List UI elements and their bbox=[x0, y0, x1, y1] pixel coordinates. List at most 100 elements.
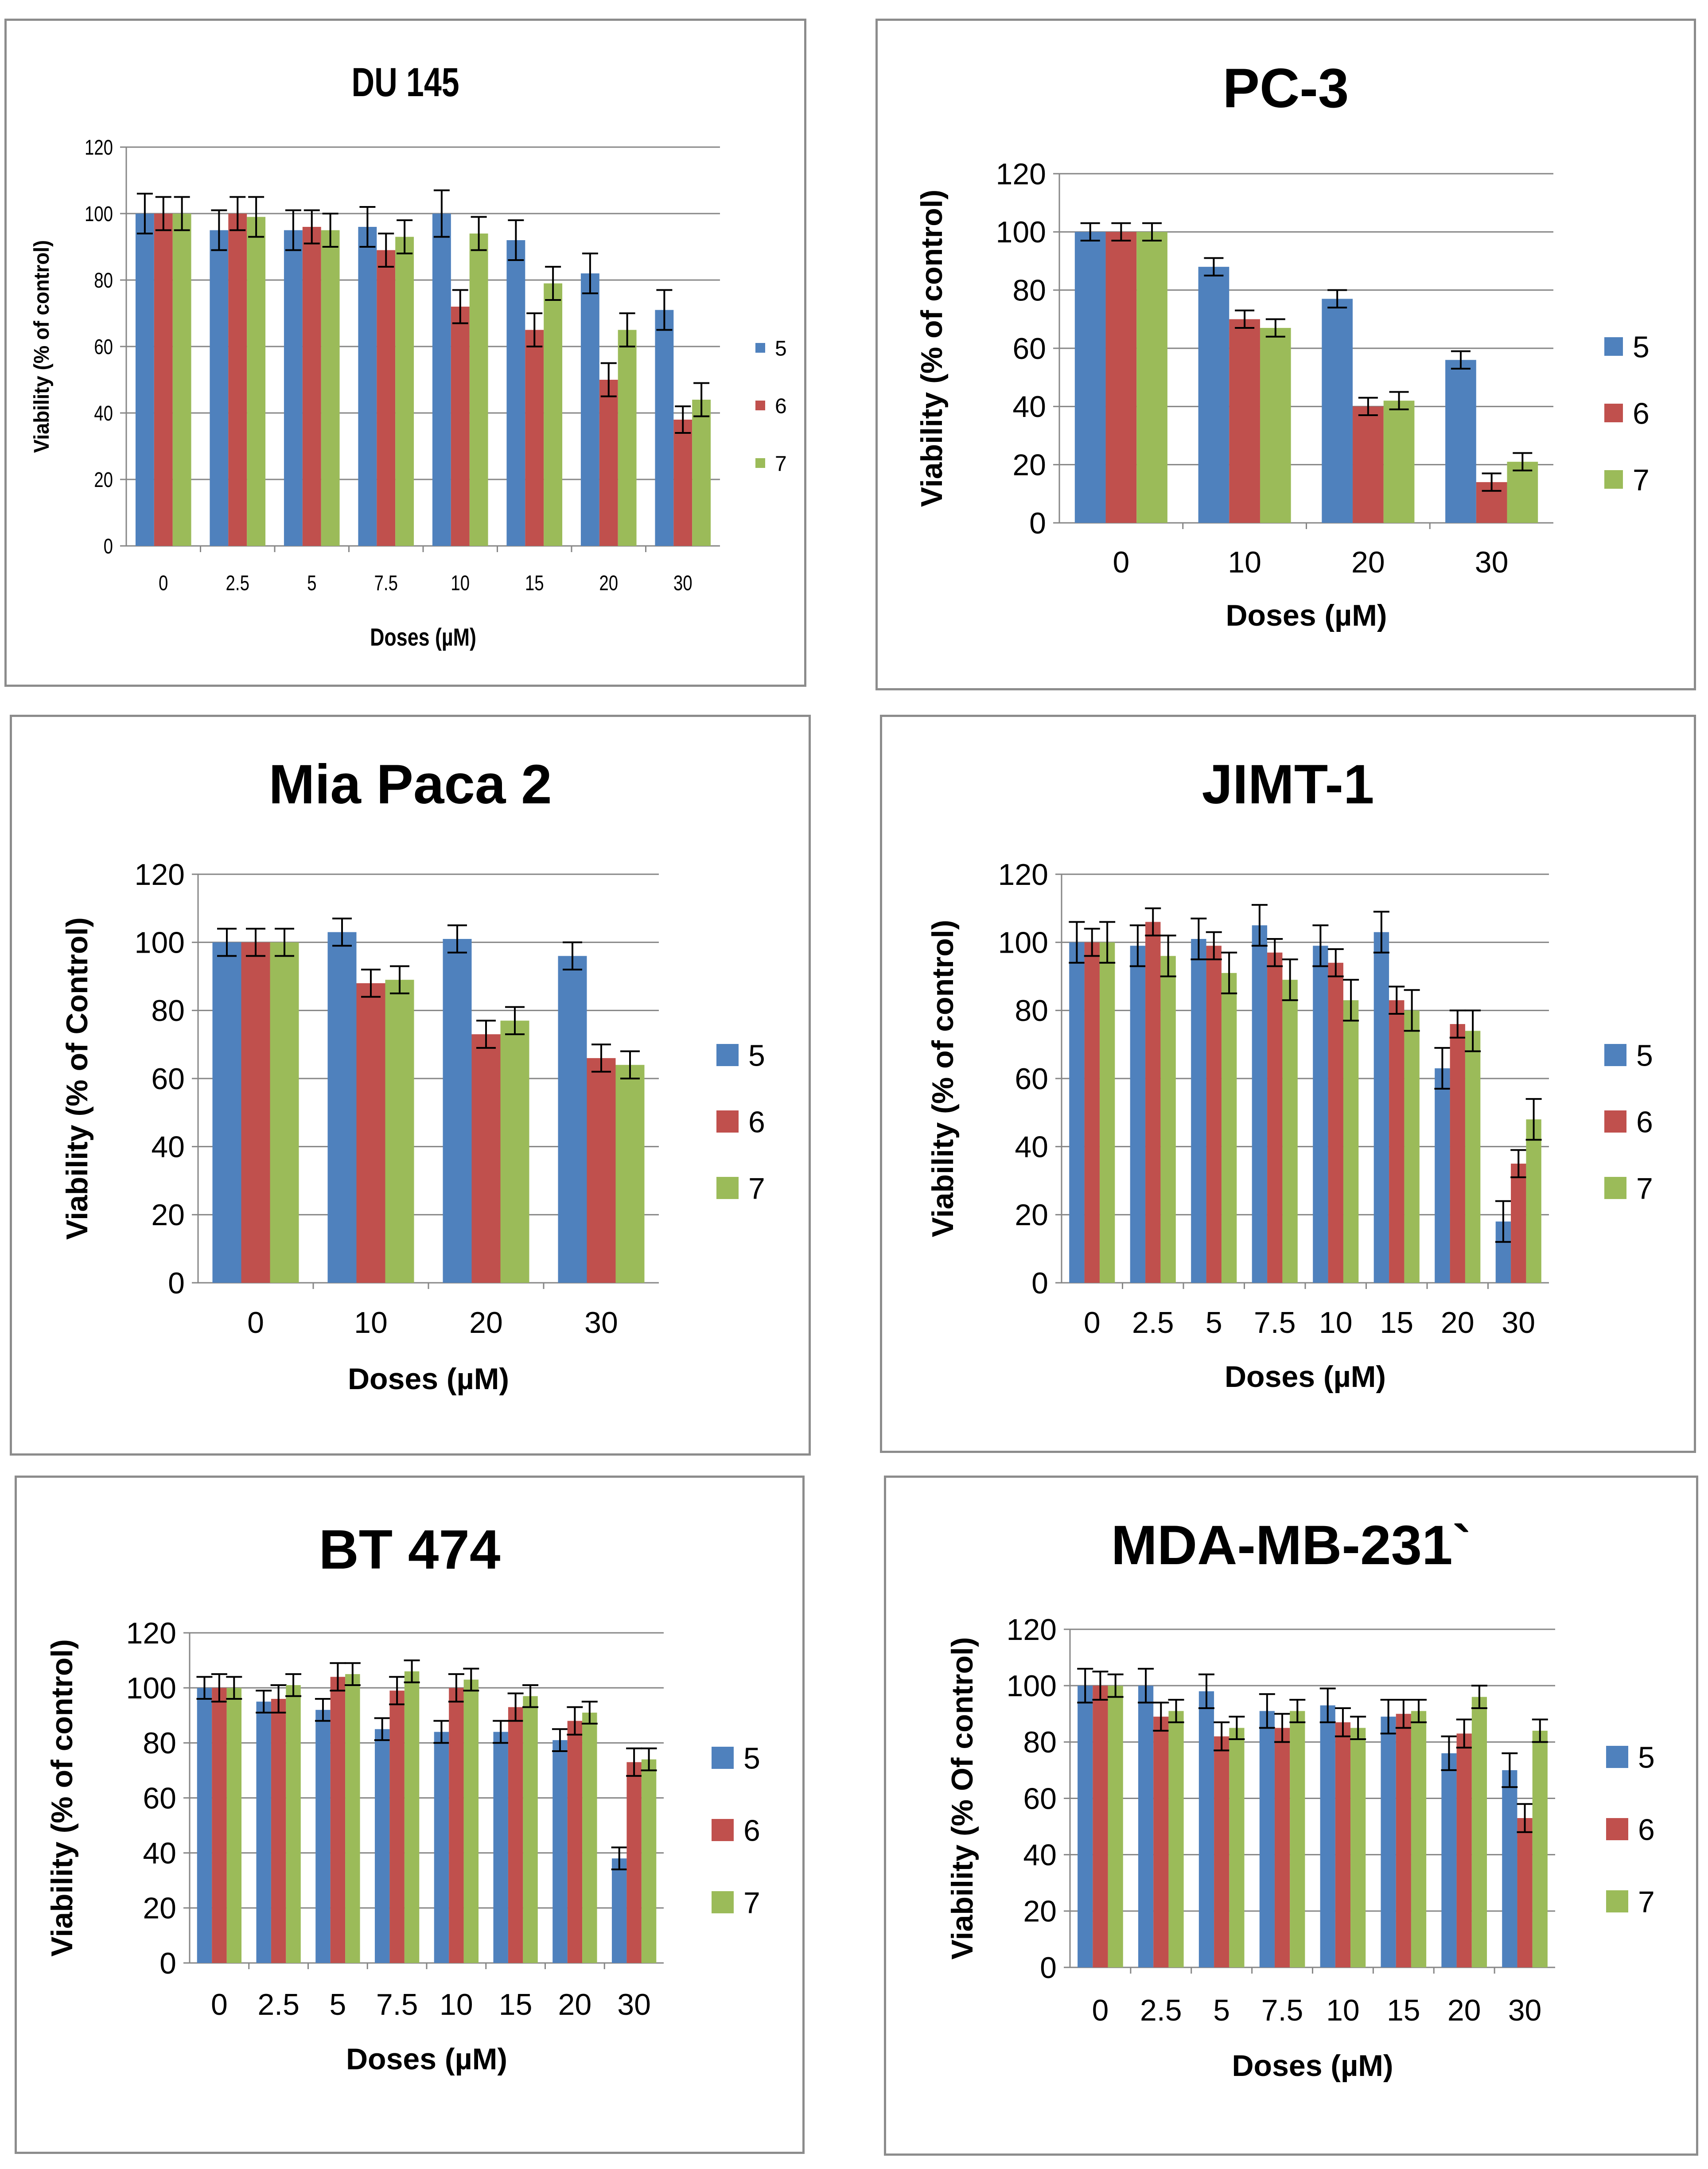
bar-series-5-30 bbox=[558, 956, 587, 1283]
y-axis-label: Viability (% of Control) bbox=[60, 917, 94, 1240]
y-tick-label: 0 bbox=[104, 535, 113, 558]
y-tick-label: 40 bbox=[94, 402, 113, 425]
x-axis-label: Doses (µM) bbox=[1232, 2049, 1393, 2083]
bar-series-7-5 bbox=[321, 230, 340, 546]
bar-series-7-15 bbox=[544, 283, 563, 546]
bar-series-7-30 bbox=[1507, 462, 1538, 523]
y-tick-label: 100 bbox=[996, 215, 1046, 249]
bar-series-5-7.5 bbox=[1259, 1711, 1275, 1967]
bar-series-7-20 bbox=[582, 1713, 597, 1963]
y-tick-label: 40 bbox=[151, 1130, 185, 1164]
bar-series-7-2.5 bbox=[286, 1685, 301, 1963]
legend-label-5: 5 bbox=[1638, 1741, 1655, 1774]
legend-label-5: 5 bbox=[775, 337, 787, 360]
y-tick-label: 120 bbox=[996, 157, 1046, 191]
bar-series-5-30 bbox=[611, 1858, 627, 1963]
y-tick-label: 60 bbox=[1023, 1782, 1057, 1815]
bar-series-6-20 bbox=[1353, 406, 1384, 523]
legend-label-6: 6 bbox=[1636, 1105, 1653, 1139]
bar-series-7-30 bbox=[615, 1065, 645, 1283]
x-tick-label: 15 bbox=[1387, 1994, 1420, 2027]
y-tick-label: 0 bbox=[160, 1947, 176, 1980]
bar-series-7-15 bbox=[1411, 1711, 1427, 1967]
legend-label-7: 7 bbox=[743, 1886, 760, 1920]
bar-series-6-2.5 bbox=[1153, 1717, 1169, 1967]
legend-label-7: 7 bbox=[1633, 463, 1650, 497]
x-tick-label: 10 bbox=[440, 1988, 473, 2021]
bar-series-5-5 bbox=[284, 230, 303, 546]
bar-series-6-15 bbox=[1389, 1000, 1405, 1283]
bar-series-5-5 bbox=[315, 1709, 331, 1963]
y-tick-label: 100 bbox=[998, 926, 1048, 959]
bar-series-6-15 bbox=[525, 330, 544, 546]
y-tick-label: 40 bbox=[1012, 390, 1046, 424]
y-axis-label: Viability (% of control) bbox=[926, 920, 960, 1238]
bar-series-5-10 bbox=[434, 1732, 449, 1963]
bar-series-6-0 bbox=[241, 942, 270, 1283]
bar-series-7-7.5 bbox=[404, 1671, 420, 1963]
y-axis-label: Viability (% of control) bbox=[915, 190, 949, 507]
bar-series-6-10 bbox=[449, 1688, 464, 1963]
y-tick-label: 100 bbox=[1007, 1669, 1057, 1703]
legend-swatch-6 bbox=[1606, 1818, 1628, 1840]
bar-series-7-7.5 bbox=[395, 237, 414, 546]
y-tick-label: 80 bbox=[1015, 994, 1048, 1028]
y-tick-label: 20 bbox=[1015, 1198, 1048, 1232]
bar-series-5-2.5 bbox=[256, 1702, 271, 1963]
legend-swatch-5 bbox=[755, 343, 765, 353]
bar-series-6-2.5 bbox=[271, 1699, 286, 1963]
chart-title: MDA-MB-231` bbox=[1111, 1515, 1471, 1576]
y-tick-label: 80 bbox=[1012, 273, 1046, 307]
y-tick-label: 20 bbox=[1012, 448, 1046, 482]
bar-series-5-10 bbox=[432, 214, 451, 546]
bar-series-5-15 bbox=[1373, 932, 1389, 1283]
y-tick-label: 0 bbox=[1031, 1266, 1048, 1300]
bar-series-6-10 bbox=[1328, 962, 1343, 1283]
legend-swatch-6 bbox=[712, 1819, 734, 1841]
x-axis-label: Doses (µM) bbox=[348, 1362, 509, 1396]
bar-series-7-0 bbox=[1108, 1686, 1123, 1967]
bar-series-6-20 bbox=[1450, 1024, 1465, 1283]
bar-series-7-7.5 bbox=[1282, 980, 1298, 1283]
x-tick-label: 7.5 bbox=[374, 572, 398, 595]
bar-series-7-20 bbox=[1383, 401, 1415, 523]
chart-title: PC-3 bbox=[1223, 58, 1349, 119]
y-tick-label: 20 bbox=[94, 468, 113, 492]
bar-series-7-10 bbox=[1350, 1728, 1366, 1967]
x-tick-label: 10 bbox=[354, 1306, 388, 1340]
bar-series-5-2.5 bbox=[1138, 1686, 1154, 1967]
chart-pc3: PC-3 0 20 40 60 80 100 120 0 10 20 30 Doses (µM) Viab… bbox=[915, 58, 1650, 632]
legend-label-6: 6 bbox=[1633, 397, 1650, 430]
bar-series-7-0 bbox=[172, 214, 191, 546]
x-tick-label: 0 bbox=[211, 1988, 228, 2021]
bar-series-6-7.5 bbox=[1274, 1728, 1290, 1967]
legend-label-7: 7 bbox=[1636, 1172, 1653, 1205]
y-tick-label: 80 bbox=[143, 1726, 176, 1760]
bar-series-7-5 bbox=[345, 1674, 360, 1963]
bar-series-7-5 bbox=[1229, 1728, 1245, 1967]
chart-title: DU 145 bbox=[351, 59, 459, 105]
bar-series-7-2.5 bbox=[1168, 1711, 1184, 1967]
bar-series-6-30 bbox=[1511, 1164, 1526, 1283]
bar-series-7-0 bbox=[1136, 232, 1167, 523]
bar-series-6-20 bbox=[567, 1721, 583, 1963]
bar-series-6-7.5 bbox=[1267, 952, 1283, 1283]
y-tick-label: 40 bbox=[1023, 1838, 1057, 1872]
bar-series-5-10 bbox=[1198, 267, 1229, 523]
bar-series-6-5 bbox=[1206, 946, 1222, 1283]
x-tick-label: 10 bbox=[1319, 1306, 1353, 1340]
bar-series-5-0 bbox=[1074, 232, 1106, 523]
bar-series-5-10 bbox=[1313, 946, 1328, 1283]
bar-series-5-10 bbox=[327, 932, 357, 1283]
y-tick-label: 60 bbox=[1015, 1062, 1048, 1096]
legend-label-6: 6 bbox=[775, 394, 787, 418]
x-axis-label: Doses (µM) bbox=[370, 623, 476, 651]
bar-series-5-10 bbox=[1320, 1705, 1335, 1967]
legend-swatch-5 bbox=[1604, 1044, 1626, 1066]
bar-series-5-7.5 bbox=[358, 227, 377, 546]
bar-series-5-30 bbox=[1445, 360, 1476, 523]
bar-series-5-5 bbox=[1198, 1691, 1214, 1967]
chart-title: Mia Paca 2 bbox=[268, 754, 552, 815]
legend-swatch-5 bbox=[1606, 1746, 1628, 1768]
x-axis-label: Doses (µM) bbox=[1226, 599, 1387, 632]
